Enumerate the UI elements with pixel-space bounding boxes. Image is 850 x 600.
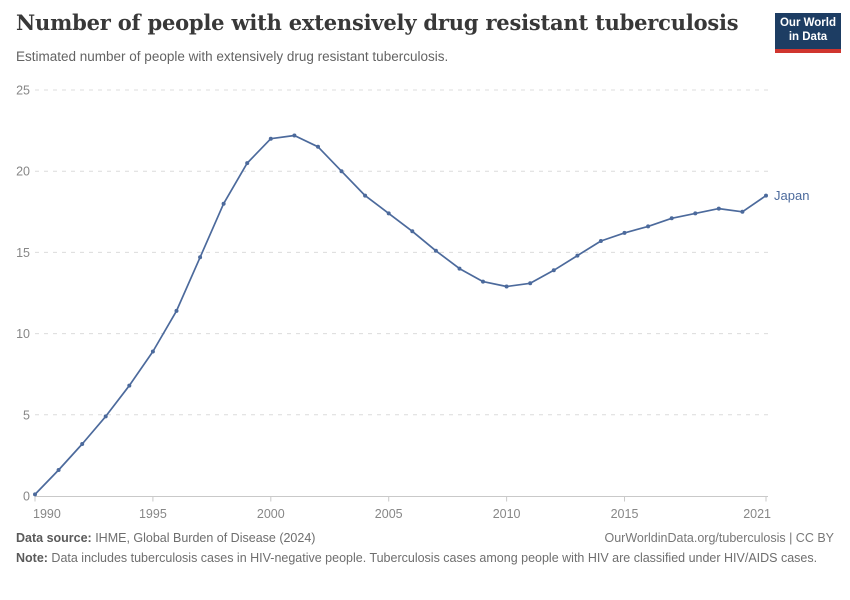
y-axis-tick-label: 20 xyxy=(16,165,30,179)
data-point xyxy=(575,253,580,258)
data-point xyxy=(245,161,250,166)
owid-logo-line2: in Data xyxy=(788,31,828,43)
owid-logo-line1: Our World xyxy=(779,17,836,30)
y-axis-tick-label: 0 xyxy=(23,490,30,504)
owid-link[interactable]: OurWorldinData.org/tuberculosis | CC BY xyxy=(604,531,835,545)
data-point xyxy=(339,169,344,174)
x-axis-tick-label: 1990 xyxy=(33,507,61,521)
data-point xyxy=(33,492,37,497)
data-point xyxy=(268,136,273,141)
data-source-label: Data source: xyxy=(16,531,92,545)
data-point xyxy=(363,193,368,198)
data-point xyxy=(80,442,85,446)
data-point xyxy=(386,211,391,216)
data-point xyxy=(528,281,533,286)
data-point xyxy=(433,248,438,253)
chart-note: Note: Data includes tuberculosis cases i… xyxy=(16,550,834,567)
data-point xyxy=(198,255,203,260)
data-point xyxy=(316,144,320,149)
data-point xyxy=(174,308,179,313)
series-line xyxy=(34,134,767,495)
data-point xyxy=(622,230,627,235)
x-axis-tick-label: 1995 xyxy=(139,507,167,521)
data-point xyxy=(127,383,132,388)
data-source-text: IHME, Global Burden of Disease (2024) xyxy=(91,531,316,545)
x-axis-tick-label: 2021 xyxy=(743,507,771,521)
data-point xyxy=(646,224,651,229)
data-point xyxy=(410,229,415,234)
x-axis-tick-label: 2010 xyxy=(493,507,521,521)
x-axis-tick-label: 2000 xyxy=(257,507,285,521)
note-text: Data includes tuberculosis cases in HIV-… xyxy=(47,551,818,565)
page-title: Number of people with extensively drug r… xyxy=(16,10,739,35)
chart-subtitle: Estimated number of people with extensiv… xyxy=(16,49,449,64)
data-point xyxy=(764,193,768,198)
data-point xyxy=(56,468,61,472)
note-label: Note: xyxy=(16,551,48,565)
data-point xyxy=(551,268,556,273)
data-point xyxy=(457,266,462,271)
series-label: Japan xyxy=(774,188,809,203)
data-source: Data source: IHME, Global Burden of Dise… xyxy=(16,531,315,545)
data-point xyxy=(740,209,745,214)
chart-footer: Data source: IHME, Global Burden of Dise… xyxy=(16,531,834,567)
data-point xyxy=(693,211,698,216)
data-point xyxy=(598,239,603,243)
y-axis-tick-label: 10 xyxy=(16,327,30,341)
x-axis-tick-label: 2015 xyxy=(611,507,639,521)
data-point xyxy=(716,206,721,211)
data-point xyxy=(669,216,674,221)
y-axis-tick-label: 5 xyxy=(23,408,30,422)
data-point xyxy=(504,284,509,289)
data-point xyxy=(103,414,108,419)
data-point xyxy=(292,133,297,138)
y-axis-tick-label: 15 xyxy=(16,246,30,260)
data-point xyxy=(221,201,226,206)
data-point xyxy=(481,279,485,284)
x-axis-tick-label: 2005 xyxy=(375,507,403,521)
owid-logo[interactable]: Our World in Data xyxy=(775,13,841,53)
data-point xyxy=(150,349,155,354)
y-axis-tick-label: 25 xyxy=(16,84,30,98)
